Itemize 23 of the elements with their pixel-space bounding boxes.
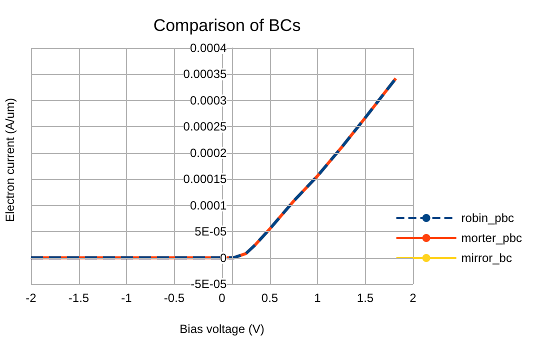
x-tick-label: 1.5 [356, 291, 374, 305]
y-tick-label: 0.0002 [190, 146, 228, 160]
y-axis-title: Electron current (A/um) [3, 98, 17, 222]
x-tick-label: -0.5 [164, 291, 185, 305]
y-tick-label: -5E-05 [190, 277, 227, 291]
x-tick-label: -1.5 [68, 291, 90, 305]
y-tick-label: 5E-05 [194, 224, 228, 239]
y-tick-label: 0.00035 [183, 67, 227, 82]
y-tick-label: 0.0003 [190, 93, 228, 108]
chart-title: Comparison of BCs [153, 16, 301, 35]
x-tick-label: -2 [26, 291, 37, 305]
y-tick-label: 0.00015 [183, 172, 227, 186]
y-tick-label: 0.0004 [190, 41, 228, 55]
x-tick-label: 0.5 [261, 291, 278, 305]
x-tick-label: 2 [410, 291, 417, 305]
legend-label: mirror_bc [461, 251, 512, 265]
y-tick-label: 0.0001 [190, 198, 228, 212]
x-tick-label: -1 [121, 291, 132, 305]
y-tick-label: 0.00025 [183, 120, 227, 134]
legend-label: robin_pbc [461, 211, 514, 225]
x-tick-label: 1 [314, 291, 322, 305]
x-axis-title: Bias voltage (V) [180, 322, 264, 336]
legend-label: morter_pbc [461, 231, 522, 245]
